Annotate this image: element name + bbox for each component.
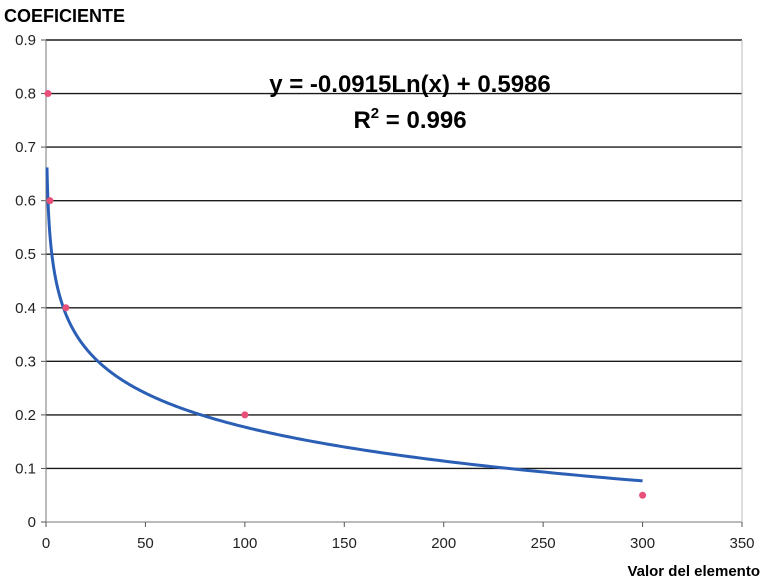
- trendline-group: [45, 167, 643, 483]
- data-point: [241, 411, 249, 419]
- x-tick-label: 350: [729, 535, 754, 552]
- x-tick-label: 200: [431, 535, 456, 552]
- r-squared-label: R2 = 0.996: [353, 105, 466, 134]
- data-points: [44, 90, 647, 499]
- r-squared-symbol: R: [353, 107, 370, 134]
- data-point: [44, 90, 52, 98]
- trendline: [45, 167, 643, 483]
- y-axis-title: COEFICIENTE: [4, 6, 125, 26]
- x-tick-label: 300: [630, 535, 655, 552]
- r-squared-value: = 0.996: [379, 107, 466, 134]
- y-tick-label: 0.2: [15, 407, 36, 424]
- data-point: [639, 491, 647, 499]
- gridlines: [46, 39, 742, 470]
- y-tick-label: 0.1: [15, 460, 36, 477]
- data-point: [46, 197, 54, 205]
- x-tick-label: 0: [42, 535, 50, 552]
- x-tick-label: 250: [531, 535, 556, 552]
- x-axis-title: Valor del elemento: [627, 563, 760, 580]
- r-squared-exponent: 2: [371, 105, 379, 122]
- y-tick-label: 0.6: [15, 193, 36, 210]
- y-tick-labels: 0 0.1 0.2 0.3 0.4 0.5 0.6 0.7 0.8 0.9: [15, 32, 36, 531]
- axes: [41, 39, 743, 527]
- x-tick-label: 150: [332, 535, 357, 552]
- trendline-equation: y = -0.0915Ln(x) + 0.5986: [269, 71, 551, 98]
- y-tick-label: 0: [28, 514, 36, 531]
- y-tick-label: 0.5: [15, 246, 36, 263]
- y-tick-label: 0.3: [15, 353, 36, 370]
- x-tick-label: 100: [232, 535, 257, 552]
- y-tick-label: 0.4: [15, 300, 36, 317]
- x-tick-labels: 0 50 100 150 200 250 300 350: [42, 535, 755, 552]
- x-tick-label: 50: [137, 535, 154, 552]
- y-tick-label: 0.7: [15, 139, 36, 156]
- y-tick-label: 0.8: [15, 86, 36, 103]
- data-point: [62, 304, 70, 312]
- y-tick-label: 0.9: [15, 32, 36, 49]
